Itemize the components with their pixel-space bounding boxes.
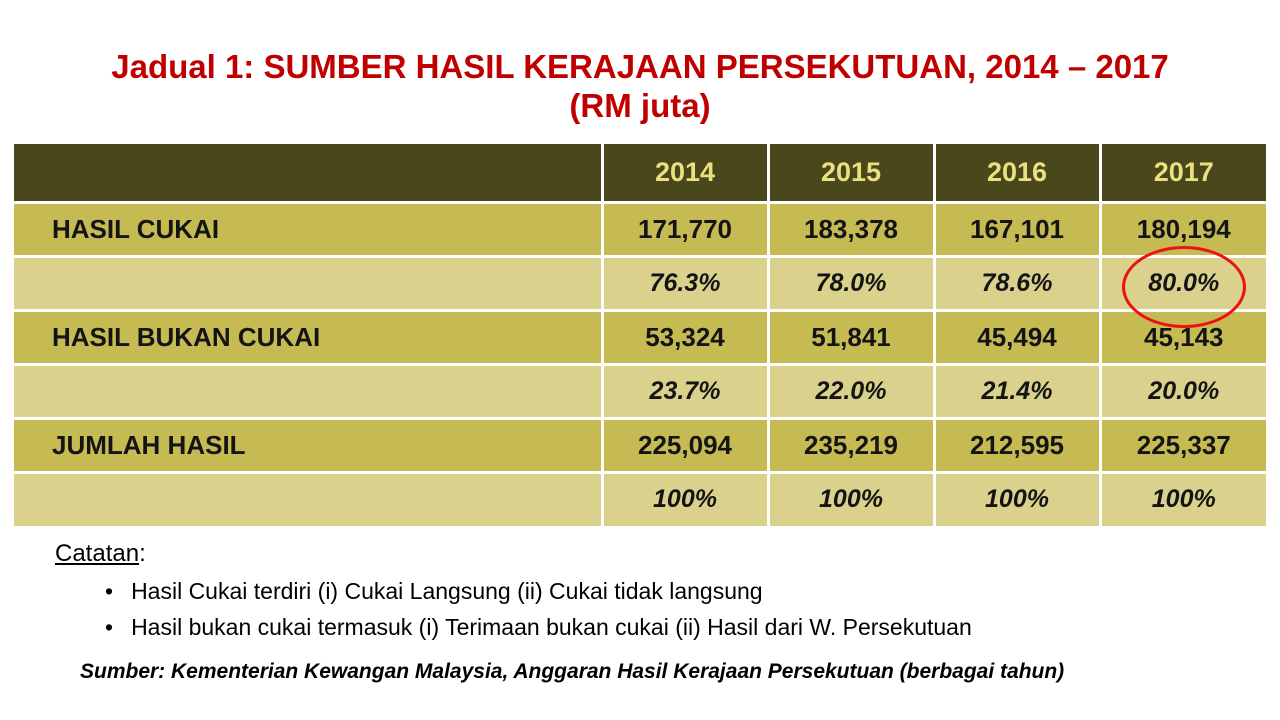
- cell-value: 78.0%: [766, 254, 936, 312]
- notes-section: Catatan: Hasil Cukai terdiri (i) Cukai L…: [55, 538, 972, 649]
- row-label: [12, 470, 604, 528]
- cell-value: 183,378: [766, 200, 936, 258]
- cell-value: 225,337: [1098, 416, 1268, 474]
- table-row: HASIL BUKAN CUKAI 53,324 51,841 45,494 45,14…: [12, 308, 1268, 366]
- table-row: 23.7% 22.0% 21.4% 20.0%: [12, 362, 1268, 420]
- note-bullet: Hasil Cukai terdiri (i) Cukai Langsung (…: [105, 577, 972, 607]
- year-header: 2014: [600, 142, 770, 204]
- note-bullet: Hasil bukan cukai termasuk (i) Terimaan …: [105, 613, 972, 643]
- source-caption: Sumber: Kementerian Kewangan Malaysia, A…: [80, 660, 1065, 683]
- cell-value: 80.0%: [1098, 254, 1268, 312]
- year-header: 2016: [932, 142, 1102, 204]
- slide-title-line1: Jadual 1: SUMBER HASIL KERAJAAN PERSEKUT…: [111, 48, 1169, 85]
- table-row: 76.3% 78.0% 78.6% 80.0%: [12, 254, 1268, 312]
- cell-value: 180,194: [1098, 200, 1268, 258]
- notes-heading-colon: :: [139, 540, 146, 567]
- cell-value: 78.6%: [932, 254, 1102, 312]
- cell-value: 212,595: [932, 416, 1102, 474]
- row-label: JUMLAH HASIL: [12, 416, 604, 474]
- cell-value: 20.0%: [1098, 362, 1268, 420]
- cell-value: 21.4%: [932, 362, 1102, 420]
- row-label: [12, 362, 604, 420]
- cell-value: 100%: [1098, 470, 1268, 528]
- row-label: HASIL CUKAI: [12, 200, 604, 258]
- table-row: HASIL CUKAI 171,770 183,378 167,101 180,194: [12, 200, 1268, 258]
- revenue-table: 2014 2015 2016 2017 HASIL CUKAI 171,770 183,37…: [12, 142, 1268, 528]
- row-label: HASIL BUKAN CUKAI: [12, 308, 604, 366]
- cell-value: 76.3%: [600, 254, 770, 312]
- cell-value: 23.7%: [600, 362, 770, 420]
- notes-heading-label: Catatan: [55, 540, 140, 567]
- year-header: 2017: [1098, 142, 1268, 204]
- cell-value: 167,101: [932, 200, 1102, 258]
- cell-value: 100%: [600, 470, 770, 528]
- table-header-row: 2014 2015 2016 2017: [12, 142, 1268, 204]
- cell-value: 100%: [932, 470, 1102, 528]
- notes-heading: Catatan:: [55, 538, 972, 569]
- table-row: JUMLAH HASIL 225,094 235,219 212,595 225,337: [12, 416, 1268, 474]
- row-label: [12, 254, 604, 312]
- cell-value: 171,770: [600, 200, 770, 258]
- cell-value: 100%: [766, 470, 936, 528]
- table-corner-cell: [12, 142, 604, 204]
- slide-title: Jadual 1: SUMBER HASIL KERAJAAN PERSEKUT…: [0, 48, 1280, 126]
- cell-value: 225,094: [600, 416, 770, 474]
- cell-value: 45,143: [1098, 308, 1268, 366]
- cell-value: 45,494: [932, 308, 1102, 366]
- table-row: 100% 100% 100% 100%: [12, 470, 1268, 528]
- cell-value: 51,841: [766, 308, 936, 366]
- notes-list: Hasil Cukai terdiri (i) Cukai Langsung (…: [55, 577, 972, 643]
- cell-value: 53,324: [600, 308, 770, 366]
- cell-value: 235,219: [766, 416, 936, 474]
- cell-value: 22.0%: [766, 362, 936, 420]
- slide-title-line2: (RM juta): [569, 86, 711, 124]
- year-header: 2015: [766, 142, 936, 204]
